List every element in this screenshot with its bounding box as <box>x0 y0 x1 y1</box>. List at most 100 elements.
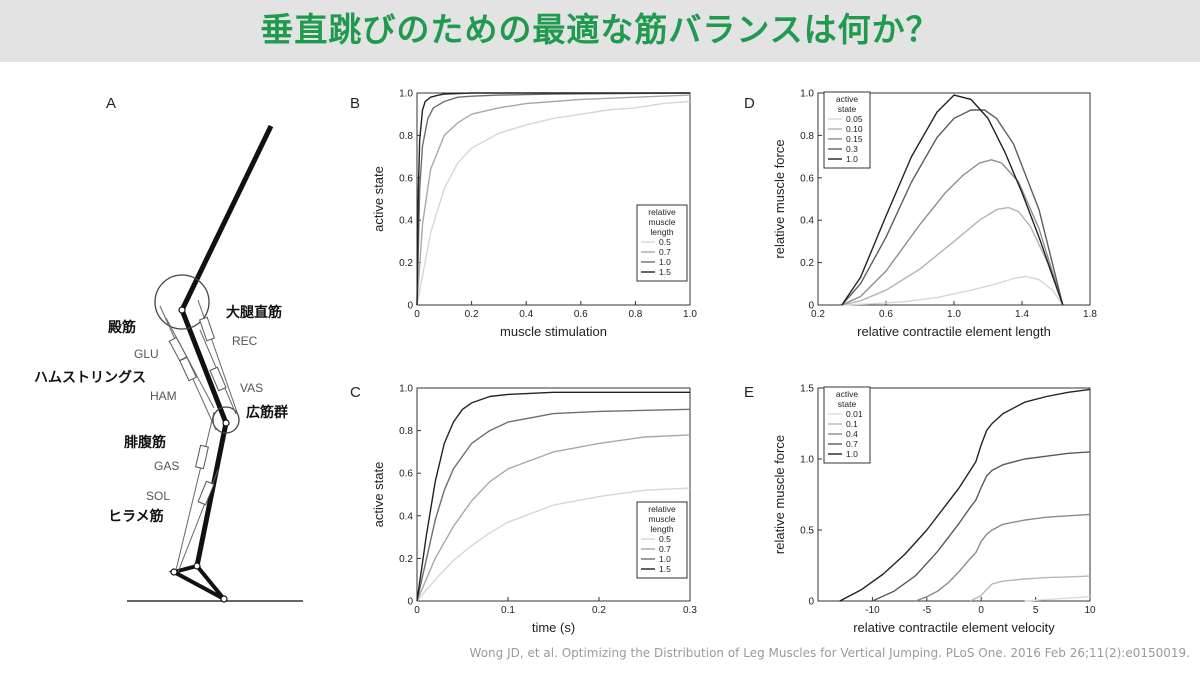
chart-e-panel-letter: E <box>744 384 754 401</box>
chart-b-y-axis-label: active state <box>371 166 386 232</box>
chart-b-x-tick-label: 0 <box>414 309 420 320</box>
chart-b-legend-title: muscle <box>649 217 676 227</box>
chart-c-legend-label: 1.5 <box>659 564 671 574</box>
chart-c-x-tick-label: 0.3 <box>683 605 697 616</box>
chart-d-legend-label: 0.05 <box>846 114 863 124</box>
trunk-segment <box>179 124 274 312</box>
chart-b-series-1.0 <box>416 92 691 306</box>
chart-d-y-tick-label: 0.8 <box>800 131 814 142</box>
chart-d-series-0.3 <box>841 109 1064 306</box>
chart-d-y-tick-label: 0.4 <box>800 216 814 227</box>
chart-e-series-0.7 <box>872 451 1091 602</box>
chart-b-y-tick-label: 0.6 <box>399 173 413 184</box>
chart-c-legend-label: 1.0 <box>659 554 671 564</box>
chart-d-y-tick-label: 1.0 <box>800 89 814 100</box>
chart-b-x-tick-label: 1.0 <box>683 309 697 320</box>
chart-c-series-1.0 <box>416 408 691 602</box>
chart-c-y-axis-label: active state <box>371 462 386 528</box>
chart-b-series-0.7 <box>416 94 691 306</box>
chart-e-legend-label: 0.01 <box>846 409 863 419</box>
chart-d-series-0.15 <box>841 159 1064 306</box>
ham-muscle-box <box>179 356 197 382</box>
chart-d-series-0.10 <box>841 206 1064 306</box>
chart-c-y-tick-label: 0.2 <box>399 554 413 565</box>
chart-e-x-tick-label: 5 <box>1033 605 1039 616</box>
panel-letter-a: A <box>106 95 116 112</box>
chart-d-legend-title: state <box>838 104 857 114</box>
chart-e-legend-box <box>823 386 871 464</box>
chart-c-plot-frame <box>416 387 691 602</box>
chart-e-x-tick-label: -10 <box>865 605 880 616</box>
chart-c-y-tick-label: 0.8 <box>399 426 413 437</box>
chart-d-x-axis-label: relative contractile element length <box>857 324 1051 339</box>
chart-e-y-axis-label: relative muscle force <box>772 435 787 554</box>
rec-abbr: REC <box>232 334 258 348</box>
foot-segment <box>168 563 226 601</box>
slide-title: 垂直跳びのための最適な筋バランスは何か？ <box>260 10 940 49</box>
vas-jp-label: 広筋群 <box>246 404 288 421</box>
chart-e-x-tick-label: -5 <box>922 605 931 616</box>
hip-pulley <box>154 274 210 330</box>
chart-e-legend-label: 0.7 <box>846 439 858 449</box>
chart-b-series-1.5 <box>416 92 690 306</box>
glu-jp-label: 殿筋 <box>107 319 136 336</box>
chart-e-series-0.1 <box>969 575 1091 602</box>
chart-b-legend-title: length <box>650 227 673 237</box>
chart-e-legend-label: 1.0 <box>846 449 858 459</box>
chart-d-x-tick-label: 0.2 <box>811 309 825 320</box>
chart-d-legend-label: 0.15 <box>846 134 863 144</box>
sol-abbr: SOL <box>146 489 170 503</box>
chart-c-x-tick-label: 0.2 <box>592 605 606 616</box>
chart-c-legend-label: 0.5 <box>659 534 671 544</box>
chart-e-plot-frame <box>817 387 1091 602</box>
chart-d-panel-letter: D <box>744 95 755 112</box>
chart-e-series-0.01 <box>1024 596 1091 602</box>
chart-e-y-tick-label: 1.5 <box>800 384 814 395</box>
title-bar <box>0 0 1200 62</box>
chart-d-x-tick-label: 1.0 <box>947 309 961 320</box>
chart-b-legend-title: relative <box>648 207 676 217</box>
chart-c-y-tick-label: 0 <box>407 597 413 608</box>
chart-c-legend-title: relative <box>648 504 676 514</box>
chart-d-x-tick-label: 1.8 <box>1083 309 1097 320</box>
glu-abbr: GLU <box>134 347 159 361</box>
chart-d-y-tick-label: 0 <box>808 301 814 312</box>
chart-e-legend-title: state <box>838 399 857 409</box>
chart-c-series-0.7 <box>416 434 691 602</box>
chart-c-legend-label: 0.7 <box>659 544 671 554</box>
rec-jp-label: 大腿直筋 <box>226 304 282 321</box>
chart-b-legend-label: 0.5 <box>659 237 671 247</box>
chart-e-x-axis-label: relative contractile element velocity <box>853 620 1055 635</box>
chart-c-y-tick-label: 0.4 <box>399 511 413 522</box>
chart-b: B 0 0.2 0.4 0.6 0.8 1.0 0 0.2 0.4 0.6 0.8 1.0 muscle … <box>350 89 697 340</box>
chart-c-legend-title: muscle <box>649 514 676 524</box>
chart-b-y-tick-label: 0.2 <box>399 258 413 269</box>
knee-joint <box>222 419 230 427</box>
chart-b-legend-label: 1.0 <box>659 257 671 267</box>
rec-muscle-box <box>199 316 215 342</box>
shank-segment <box>194 422 229 567</box>
chart-e: E -10 -5 0 5 10 0 0.5 1.0 1.5 relative contractile… <box>744 384 1096 636</box>
chart-e-series-1.0 <box>839 388 1091 602</box>
chart-e-legend-label: 0.1 <box>846 419 858 429</box>
chart-b-y-tick-label: 0.8 <box>399 131 413 142</box>
knee-pulley <box>212 406 240 434</box>
ham-abbr: HAM <box>150 389 177 403</box>
chart-c: C 0 0.1 0.2 0.3 0 0.2 0.4 0.6 0.8 1.0 time (s) activ… <box>350 384 697 636</box>
chart-d-series-0.05 <box>841 275 1064 306</box>
glu-muscle-box <box>168 336 188 362</box>
chart-b-series-0.5 <box>416 100 691 306</box>
leg-diagram: A <box>34 95 303 603</box>
chart-c-x-tick-label: 0.1 <box>501 605 515 616</box>
chart-b-x-tick-label: 0.4 <box>519 309 533 320</box>
chart-e-x-tick-label: 0 <box>978 605 984 616</box>
sol-muscle-box <box>197 480 215 506</box>
chart-d-legend-box <box>823 91 871 169</box>
chart-e-y-tick-label: 1.0 <box>800 455 814 466</box>
chart-d-legend-title: active <box>836 94 858 104</box>
gas-jp-label: 腓腹筋 <box>124 434 166 451</box>
chart-e-y-tick-label: 0.5 <box>800 526 814 537</box>
chart-d-y-tick-label: 0.2 <box>800 258 814 269</box>
vas-abbr: VAS <box>240 381 263 395</box>
chart-b-legend-label: 1.5 <box>659 267 671 277</box>
